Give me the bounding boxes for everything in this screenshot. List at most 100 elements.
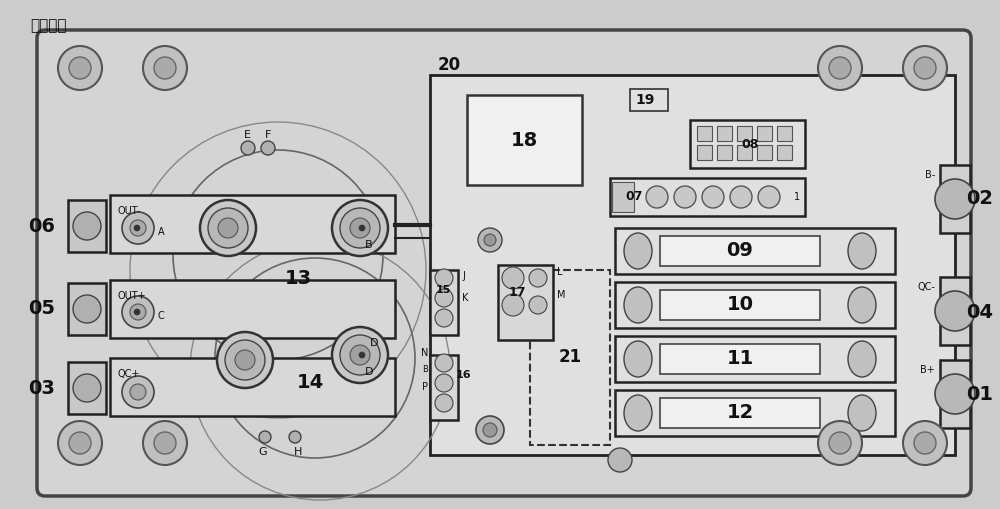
- Circle shape: [217, 332, 273, 388]
- Text: 1: 1: [794, 192, 800, 202]
- Bar: [68, 362, 106, 414]
- Ellipse shape: [848, 287, 876, 323]
- Bar: [690, 120, 805, 168]
- Ellipse shape: [624, 287, 652, 323]
- Circle shape: [502, 267, 524, 289]
- Text: 01: 01: [966, 385, 994, 405]
- Circle shape: [340, 208, 380, 248]
- Circle shape: [529, 269, 547, 287]
- Text: QC-: QC-: [917, 282, 935, 292]
- Circle shape: [903, 46, 947, 90]
- Text: 18: 18: [510, 130, 538, 150]
- Circle shape: [818, 421, 862, 465]
- Text: 04: 04: [966, 302, 994, 322]
- Circle shape: [914, 432, 936, 454]
- Bar: [660, 344, 820, 374]
- FancyBboxPatch shape: [37, 30, 971, 496]
- Circle shape: [903, 421, 947, 465]
- Bar: [757, 145, 772, 160]
- Text: M: M: [557, 290, 566, 300]
- Circle shape: [340, 335, 380, 375]
- Circle shape: [241, 141, 255, 155]
- Text: B: B: [422, 365, 428, 375]
- Ellipse shape: [624, 395, 652, 431]
- Text: 21: 21: [558, 348, 582, 366]
- Text: OUT+: OUT+: [118, 291, 147, 301]
- Circle shape: [483, 423, 497, 437]
- Circle shape: [130, 220, 146, 236]
- Circle shape: [435, 394, 453, 412]
- Text: 11: 11: [726, 350, 754, 369]
- Circle shape: [332, 200, 388, 256]
- Circle shape: [73, 295, 101, 323]
- Bar: [498, 265, 553, 340]
- Circle shape: [758, 186, 780, 208]
- Circle shape: [674, 186, 696, 208]
- Circle shape: [143, 421, 187, 465]
- Text: B-: B-: [925, 170, 935, 180]
- Circle shape: [359, 225, 365, 231]
- Circle shape: [359, 352, 365, 358]
- Bar: [430, 75, 955, 455]
- Text: 19: 19: [635, 93, 654, 107]
- Bar: [610, 178, 805, 216]
- Bar: [615, 282, 895, 328]
- Bar: [940, 277, 970, 345]
- Circle shape: [332, 327, 388, 383]
- Text: 03: 03: [29, 379, 55, 398]
- Text: E: E: [244, 130, 250, 140]
- Text: B: B: [365, 240, 373, 250]
- Circle shape: [935, 374, 975, 414]
- Bar: [110, 280, 395, 338]
- Bar: [717, 126, 732, 141]
- Text: K: K: [462, 293, 468, 303]
- Circle shape: [435, 354, 453, 372]
- Circle shape: [134, 225, 140, 231]
- Text: J: J: [462, 271, 465, 281]
- Circle shape: [261, 141, 275, 155]
- Text: 10: 10: [726, 296, 754, 315]
- Bar: [110, 195, 395, 253]
- Bar: [530, 270, 610, 445]
- Bar: [660, 398, 820, 428]
- Bar: [940, 165, 970, 233]
- Circle shape: [122, 376, 154, 408]
- Text: 05: 05: [28, 299, 56, 319]
- Text: 08: 08: [741, 137, 759, 151]
- Circle shape: [130, 384, 146, 400]
- Bar: [757, 126, 772, 141]
- Circle shape: [235, 350, 255, 370]
- Circle shape: [350, 345, 370, 365]
- Ellipse shape: [848, 395, 876, 431]
- Circle shape: [935, 179, 975, 219]
- Text: 09: 09: [727, 241, 753, 261]
- Circle shape: [829, 432, 851, 454]
- Bar: [615, 390, 895, 436]
- Circle shape: [435, 269, 453, 287]
- Circle shape: [935, 291, 975, 331]
- Text: 12: 12: [726, 404, 754, 422]
- Circle shape: [122, 296, 154, 328]
- Circle shape: [608, 448, 632, 472]
- Text: G: G: [259, 447, 267, 457]
- Circle shape: [69, 57, 91, 79]
- Bar: [777, 145, 792, 160]
- Circle shape: [529, 296, 547, 314]
- Text: P: P: [422, 382, 428, 392]
- Text: L: L: [557, 267, 562, 277]
- Text: 02: 02: [966, 189, 994, 209]
- Bar: [68, 200, 106, 252]
- Bar: [615, 336, 895, 382]
- Circle shape: [259, 431, 271, 443]
- Text: 13: 13: [284, 269, 312, 288]
- Text: 15: 15: [435, 285, 451, 295]
- Circle shape: [143, 46, 187, 90]
- Circle shape: [69, 432, 91, 454]
- Bar: [777, 126, 792, 141]
- Circle shape: [73, 374, 101, 402]
- Text: 16: 16: [456, 370, 472, 380]
- Circle shape: [435, 289, 453, 307]
- Text: 06: 06: [28, 216, 56, 236]
- Circle shape: [702, 186, 724, 208]
- Ellipse shape: [848, 233, 876, 269]
